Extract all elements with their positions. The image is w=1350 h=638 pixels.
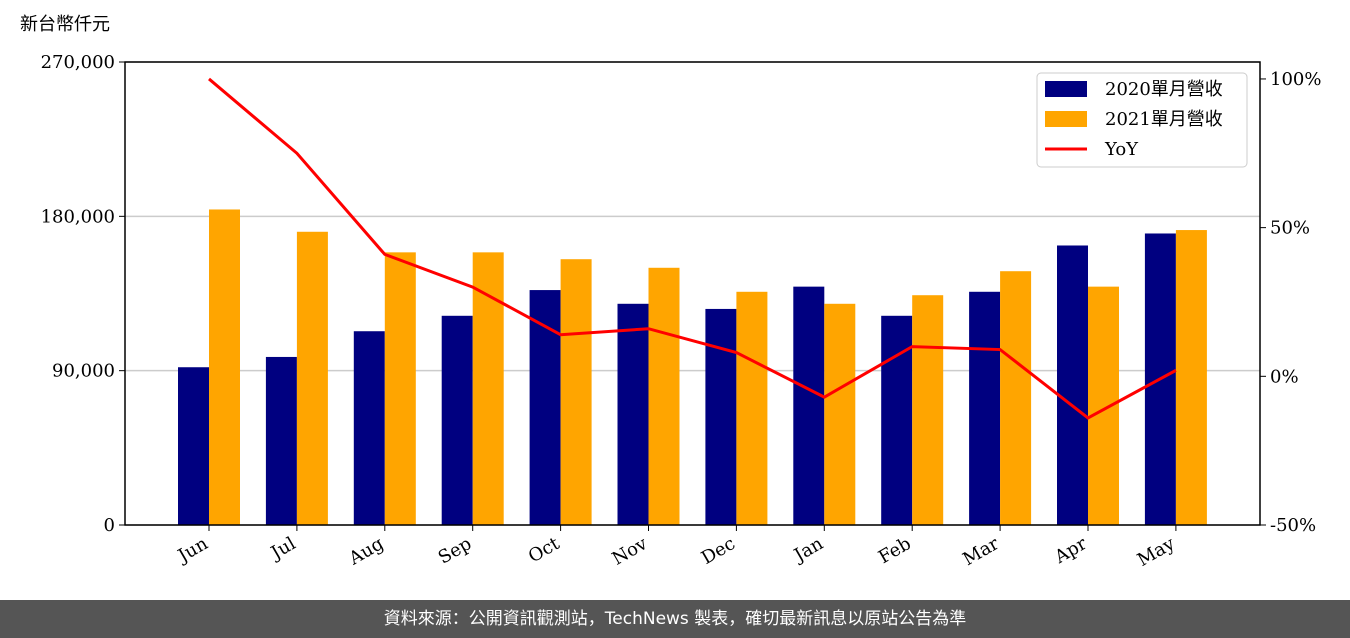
bar [912,295,944,525]
bar [617,303,649,525]
y2-tick-label: 50% [1270,218,1310,239]
legend-swatch [1045,111,1087,127]
y2-tick-label: 100% [1270,69,1321,90]
bar [824,303,856,525]
chart: 新台幣仟元 0 90,000 180,000 270,000 -50% 0% 50% 100%… [20,14,1321,571]
bar [793,286,825,525]
legend-label: 2021單月營收 [1105,109,1223,130]
x-tick-label: Jan [789,533,827,567]
bar [209,209,240,526]
footer: 資料來源：公開資訊觀測站，TechNews 製表，確切最新訊息以原站公告為準 [0,600,1350,638]
bar [384,252,416,525]
bar [1088,286,1119,525]
bar [736,291,768,525]
bar [296,231,328,525]
bar [1057,245,1088,526]
legend-box [1036,72,1248,168]
x-tick-label: Mar [959,533,1003,570]
x-tick-label: Nov [609,533,652,570]
y-axis-label: 新台幣仟元 [20,14,110,35]
bar [441,315,473,525]
bar [705,308,737,525]
y-tick-label: 0 [104,515,115,536]
x-tick-label: Sep [435,533,475,568]
bar [881,315,913,525]
x-tick-label: Apr [1050,533,1090,568]
bar [648,267,680,525]
x-tick-label: May [1134,533,1179,571]
bar [265,356,297,525]
x-tick-label: Aug [345,533,388,570]
x-tick-label: Jun [173,533,212,568]
y2-tick-label: 0% [1270,366,1299,387]
bar [560,259,592,525]
bar [472,252,504,525]
legend-label: YoY [1104,139,1139,160]
x-tick-label: Dec [698,533,739,569]
y-tick-label: 270,000 [41,52,115,73]
x-tick-label: Oct [525,533,564,568]
bar [178,367,209,525]
bar [1000,271,1032,525]
y-tick-label: 180,000 [41,206,115,227]
bar [529,290,561,525]
x-tick-label: Jul [266,533,300,565]
legend-swatch [1045,81,1087,97]
bar [969,291,1001,525]
yoy-line [208,77,1177,420]
x-tick-label: Feb [875,533,915,568]
y-tick-label: 90,000 [52,361,115,382]
plot-frame [124,61,1261,526]
legend-label: 2020單月營收 [1105,79,1223,100]
bar [1175,230,1207,525]
y2-tick-label: -50% [1270,515,1316,536]
bar [353,331,385,525]
